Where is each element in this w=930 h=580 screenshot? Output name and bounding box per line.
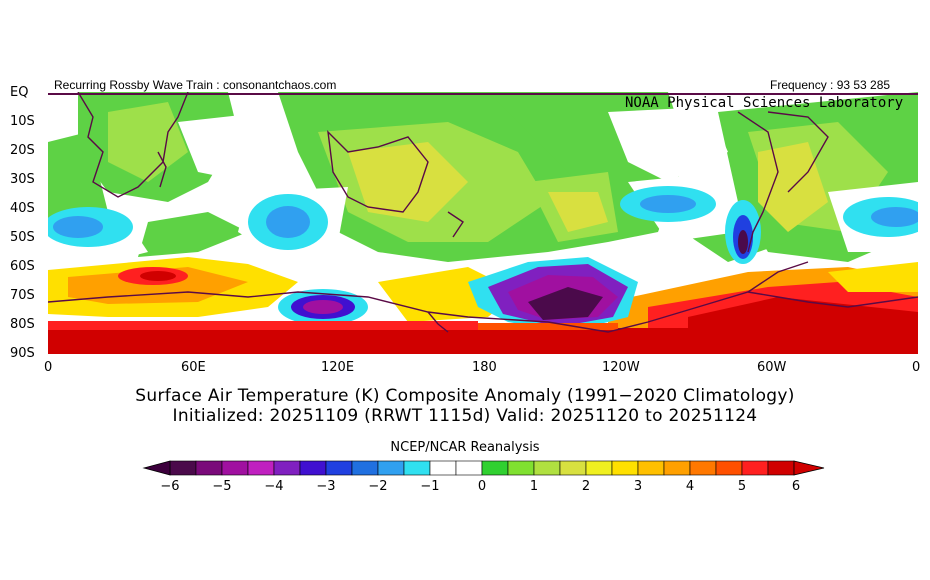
colorbar-cell — [611, 460, 639, 476]
colorbar — [142, 460, 825, 476]
header-frequency-label: Frequency : 93 53 285 — [770, 78, 891, 92]
lon-label-120w: 120W — [602, 360, 640, 375]
colorbar-cell — [689, 460, 717, 476]
colorbar-cell — [403, 460, 431, 476]
colorbar-cell — [221, 460, 249, 476]
map-svg — [48, 92, 918, 354]
lat-label-80s: 80S — [10, 317, 35, 332]
colorbar-cell — [767, 460, 795, 476]
colorbar-cell — [585, 460, 613, 476]
colorbar-tick-label: −4 — [264, 479, 284, 494]
lat-label-eq: EQ — [10, 85, 29, 100]
lat-label-20s: 20S — [10, 143, 35, 158]
lat-label-70s: 70S — [10, 288, 35, 303]
colorbar-tick-label: −1 — [420, 479, 440, 494]
colorbar-cell — [247, 460, 275, 476]
colorbar-cell — [377, 460, 405, 476]
lon-label-120e: 120E — [321, 360, 355, 375]
header-source-label: Recurring Rossby Wave Train : consonantc… — [54, 78, 337, 92]
lat-label-50s: 50S — [10, 230, 35, 245]
colorbar-cell — [533, 460, 561, 476]
lon-label-60e: 60E — [181, 360, 206, 375]
anomaly-field-cool — [48, 186, 918, 264]
colorbar-tick-label: 1 — [529, 479, 539, 494]
lat-label-90s: 90S — [10, 346, 35, 361]
colorbar-cell — [559, 460, 587, 476]
colorbar-cell — [507, 460, 535, 476]
anomaly-map — [48, 92, 918, 354]
colorbar-tick-label: 0 — [477, 479, 487, 494]
colorbar-tick-label: −6 — [160, 479, 180, 494]
anomaly-field-yellowgreen — [348, 142, 828, 232]
colorbar-tick-label: −2 — [368, 479, 388, 494]
map-title-line2: Initialized: 20251109 (RRWT 1115d) Valid… — [172, 406, 758, 426]
colorbar-tick-label: −5 — [212, 479, 232, 494]
colorbar-cell — [273, 460, 301, 476]
colorbar-tick-label: 2 — [581, 479, 591, 494]
lat-label-60s: 60S — [10, 259, 35, 274]
lon-label-0-east: 0 — [912, 360, 921, 375]
lon-label-0-west: 0 — [44, 360, 53, 375]
lon-label-60w: 60W — [757, 360, 787, 375]
colorbar-tick-label: 4 — [685, 479, 695, 494]
colorbar-cell — [741, 460, 769, 476]
noaa-psl-label: NOAA Physical Sciences Laboratory — [625, 95, 904, 111]
colorbar-cell — [351, 460, 379, 476]
lat-label-30s: 30S — [10, 172, 35, 187]
colorbar-cell — [637, 460, 665, 476]
colorbar-cell — [429, 460, 457, 476]
colorbar-tick-label: 3 — [633, 479, 643, 494]
anomaly-field-cold — [278, 257, 638, 332]
colorbar-cell — [325, 460, 353, 476]
colorbar-cell — [481, 460, 509, 476]
colorbar-min-arrow — [142, 460, 171, 476]
colorbar-tick-label: 6 — [791, 479, 801, 494]
map-title-line1: Surface Air Temperature (K) Composite An… — [135, 386, 795, 406]
coastlines — [48, 92, 918, 333]
colorbar-title: NCEP/NCAR Reanalysis — [390, 440, 540, 455]
lat-label-10s: 10S — [10, 114, 35, 129]
colorbar-cell — [455, 460, 483, 476]
colorbar-max-arrow — [793, 460, 825, 476]
colorbar-tick-label: −3 — [316, 479, 336, 494]
colorbar-cell — [663, 460, 691, 476]
colorbar-cell — [299, 460, 327, 476]
lat-label-40s: 40S — [10, 201, 35, 216]
lon-label-180: 180 — [472, 360, 497, 375]
colorbar-cells — [169, 460, 795, 476]
colorbar-cell — [169, 460, 197, 476]
colorbar-cell — [715, 460, 743, 476]
colorbar-cell — [195, 460, 223, 476]
colorbar-tick-label: 5 — [737, 479, 747, 494]
